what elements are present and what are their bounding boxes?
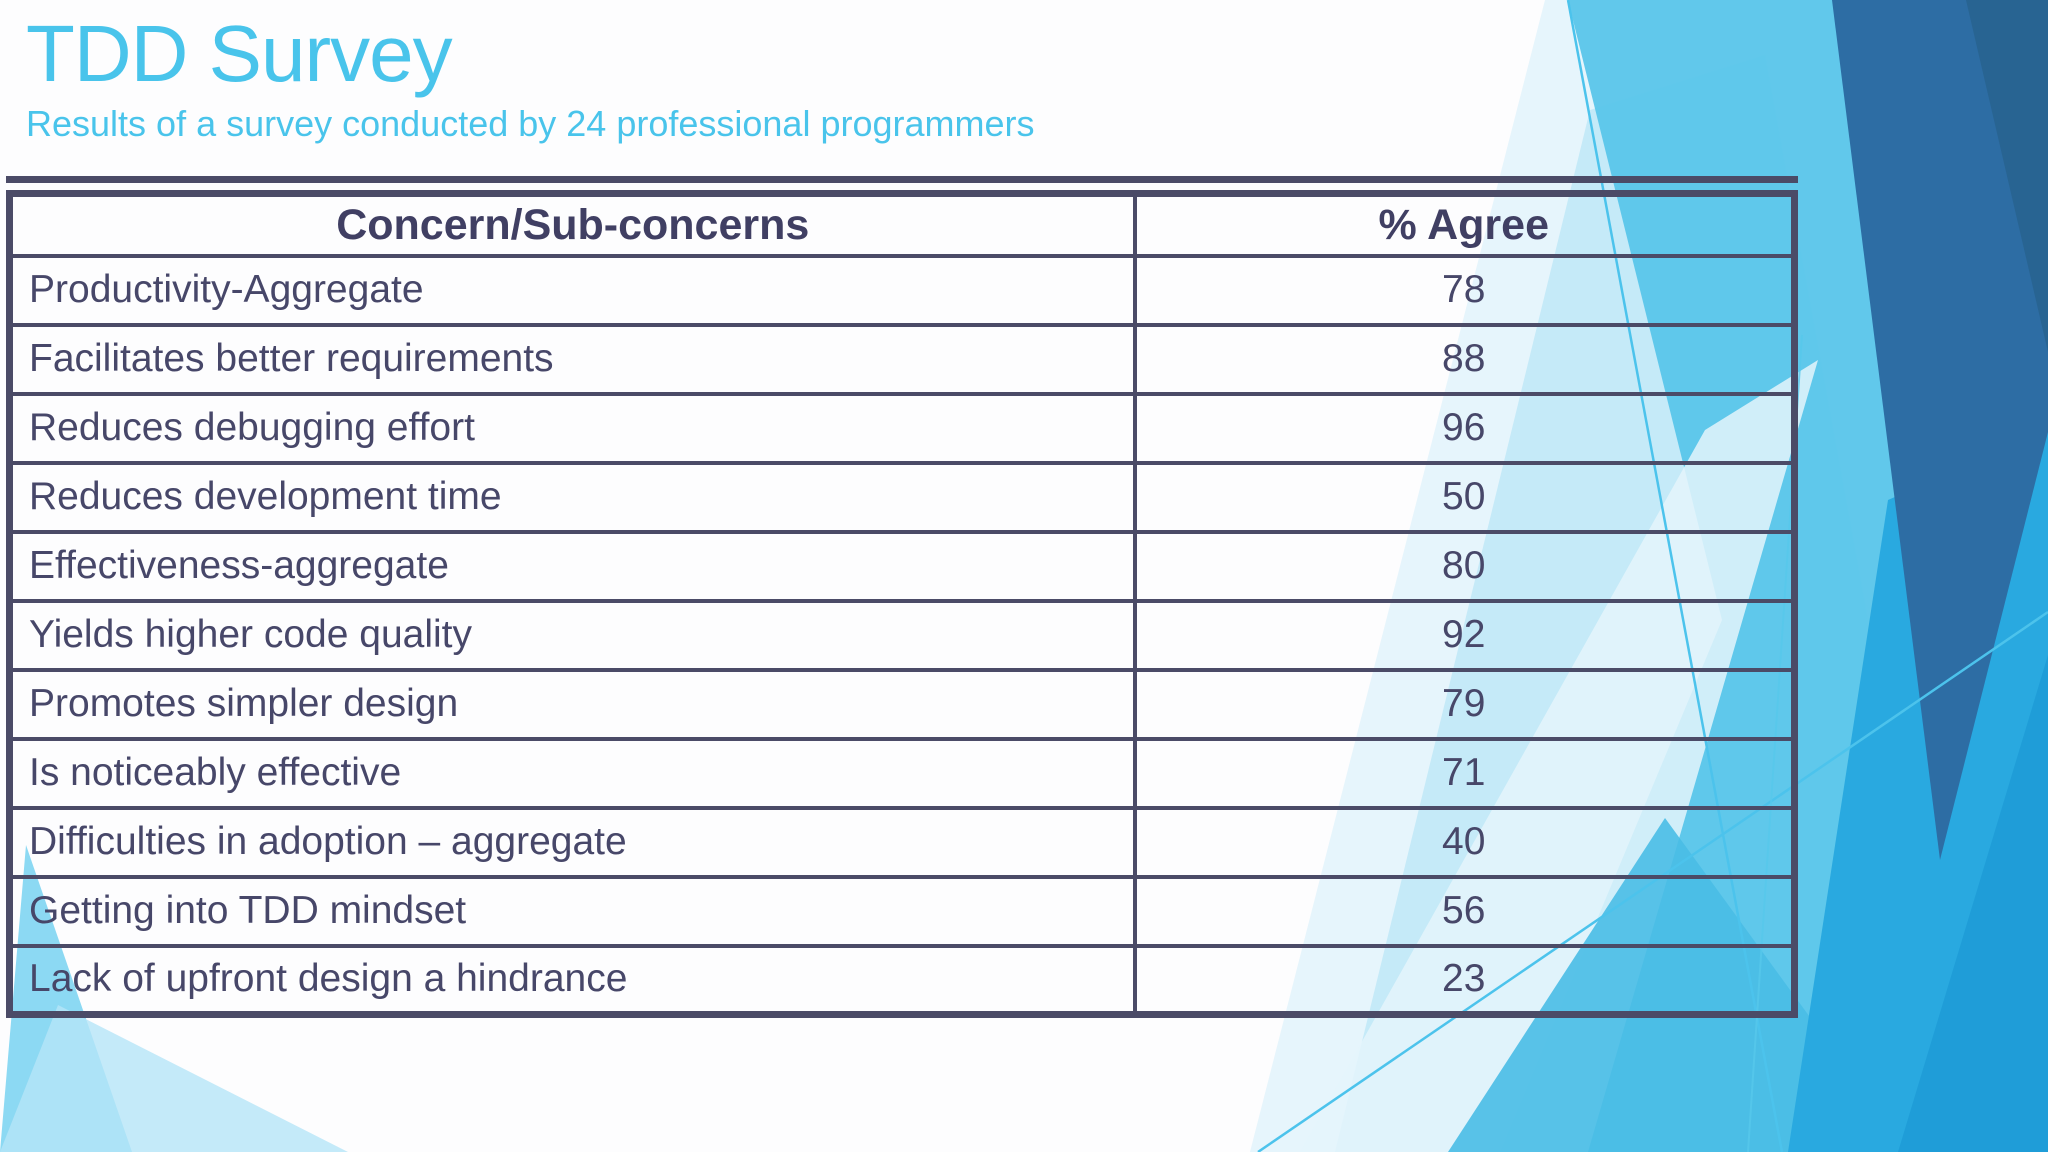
concern-cell: Reduces development time <box>7 460 1137 534</box>
concern-cell: Productivity-Aggregate <box>7 253 1137 327</box>
concern-cell: Effectiveness-aggregate <box>7 529 1137 603</box>
table-row: Lack of upfront design a hindrance 23 <box>7 943 1797 1017</box>
table-top-rule <box>6 176 1798 183</box>
decor-dark-corner <box>1966 0 2048 352</box>
decor-left-triangle <box>0 1005 348 1152</box>
table-header-row: Concern/Sub-concerns % Agree <box>7 191 1797 258</box>
table-body: Productivity-Aggregate 78 Facilitates be… <box>7 253 1797 1017</box>
agree-cell: 71 <box>1132 736 1797 810</box>
concern-cell: Yields higher code quality <box>7 598 1137 672</box>
slide-title: TDD Survey <box>26 9 453 98</box>
table-row: Productivity-Aggregate 78 <box>7 253 1797 327</box>
table-row: Facilitates better requirements 88 <box>7 322 1797 396</box>
concern-cell: Reduces debugging effort <box>7 391 1137 465</box>
table-row: Yields higher code quality 92 <box>7 598 1797 672</box>
concern-cell: Getting into TDD mindset <box>7 874 1137 948</box>
table-row: Effectiveness-aggregate 80 <box>7 529 1797 603</box>
table-row: Is noticeably effective 71 <box>7 736 1797 810</box>
concern-cell: Promotes simpler design <box>7 667 1137 741</box>
decor-dark-wedge <box>1832 0 2048 860</box>
agree-cell: 80 <box>1132 529 1797 603</box>
column-header-agree: % Agree <box>1132 191 1797 258</box>
table-row: Getting into TDD mindset 56 <box>7 874 1797 948</box>
agree-cell: 88 <box>1132 322 1797 396</box>
table-row: Reduces debugging effort 96 <box>7 391 1797 465</box>
agree-cell: 79 <box>1132 667 1797 741</box>
slide-header: TDD Survey Results of a survey conducted… <box>26 12 1035 144</box>
agree-cell: 56 <box>1132 874 1797 948</box>
table-row: Difficulties in adoption – aggregate 40 <box>7 805 1797 879</box>
table-row: Promotes simpler design 79 <box>7 667 1797 741</box>
table-row: Reduces development time 50 <box>7 460 1797 534</box>
concern-cell: Facilitates better requirements <box>7 322 1137 396</box>
agree-cell: 78 <box>1132 253 1797 327</box>
slide-subtitle: Results of a survey conducted by 24 prof… <box>26 103 1035 144</box>
agree-cell: 96 <box>1132 391 1797 465</box>
concern-cell: Lack of upfront design a hindrance <box>7 943 1137 1017</box>
agree-cell: 40 <box>1132 805 1797 879</box>
agree-cell: 23 <box>1132 943 1797 1017</box>
agree-cell: 92 <box>1132 598 1797 672</box>
concern-cell: Is noticeably effective <box>7 736 1137 810</box>
survey-table: Concern/Sub-concerns % Agree Productivit… <box>6 190 1798 1018</box>
column-header-concern: Concern/Sub-concerns <box>7 191 1137 258</box>
agree-cell: 50 <box>1132 460 1797 534</box>
concern-cell: Difficulties in adoption – aggregate <box>7 805 1137 879</box>
decor-deep-cyan <box>1898 655 2048 1152</box>
